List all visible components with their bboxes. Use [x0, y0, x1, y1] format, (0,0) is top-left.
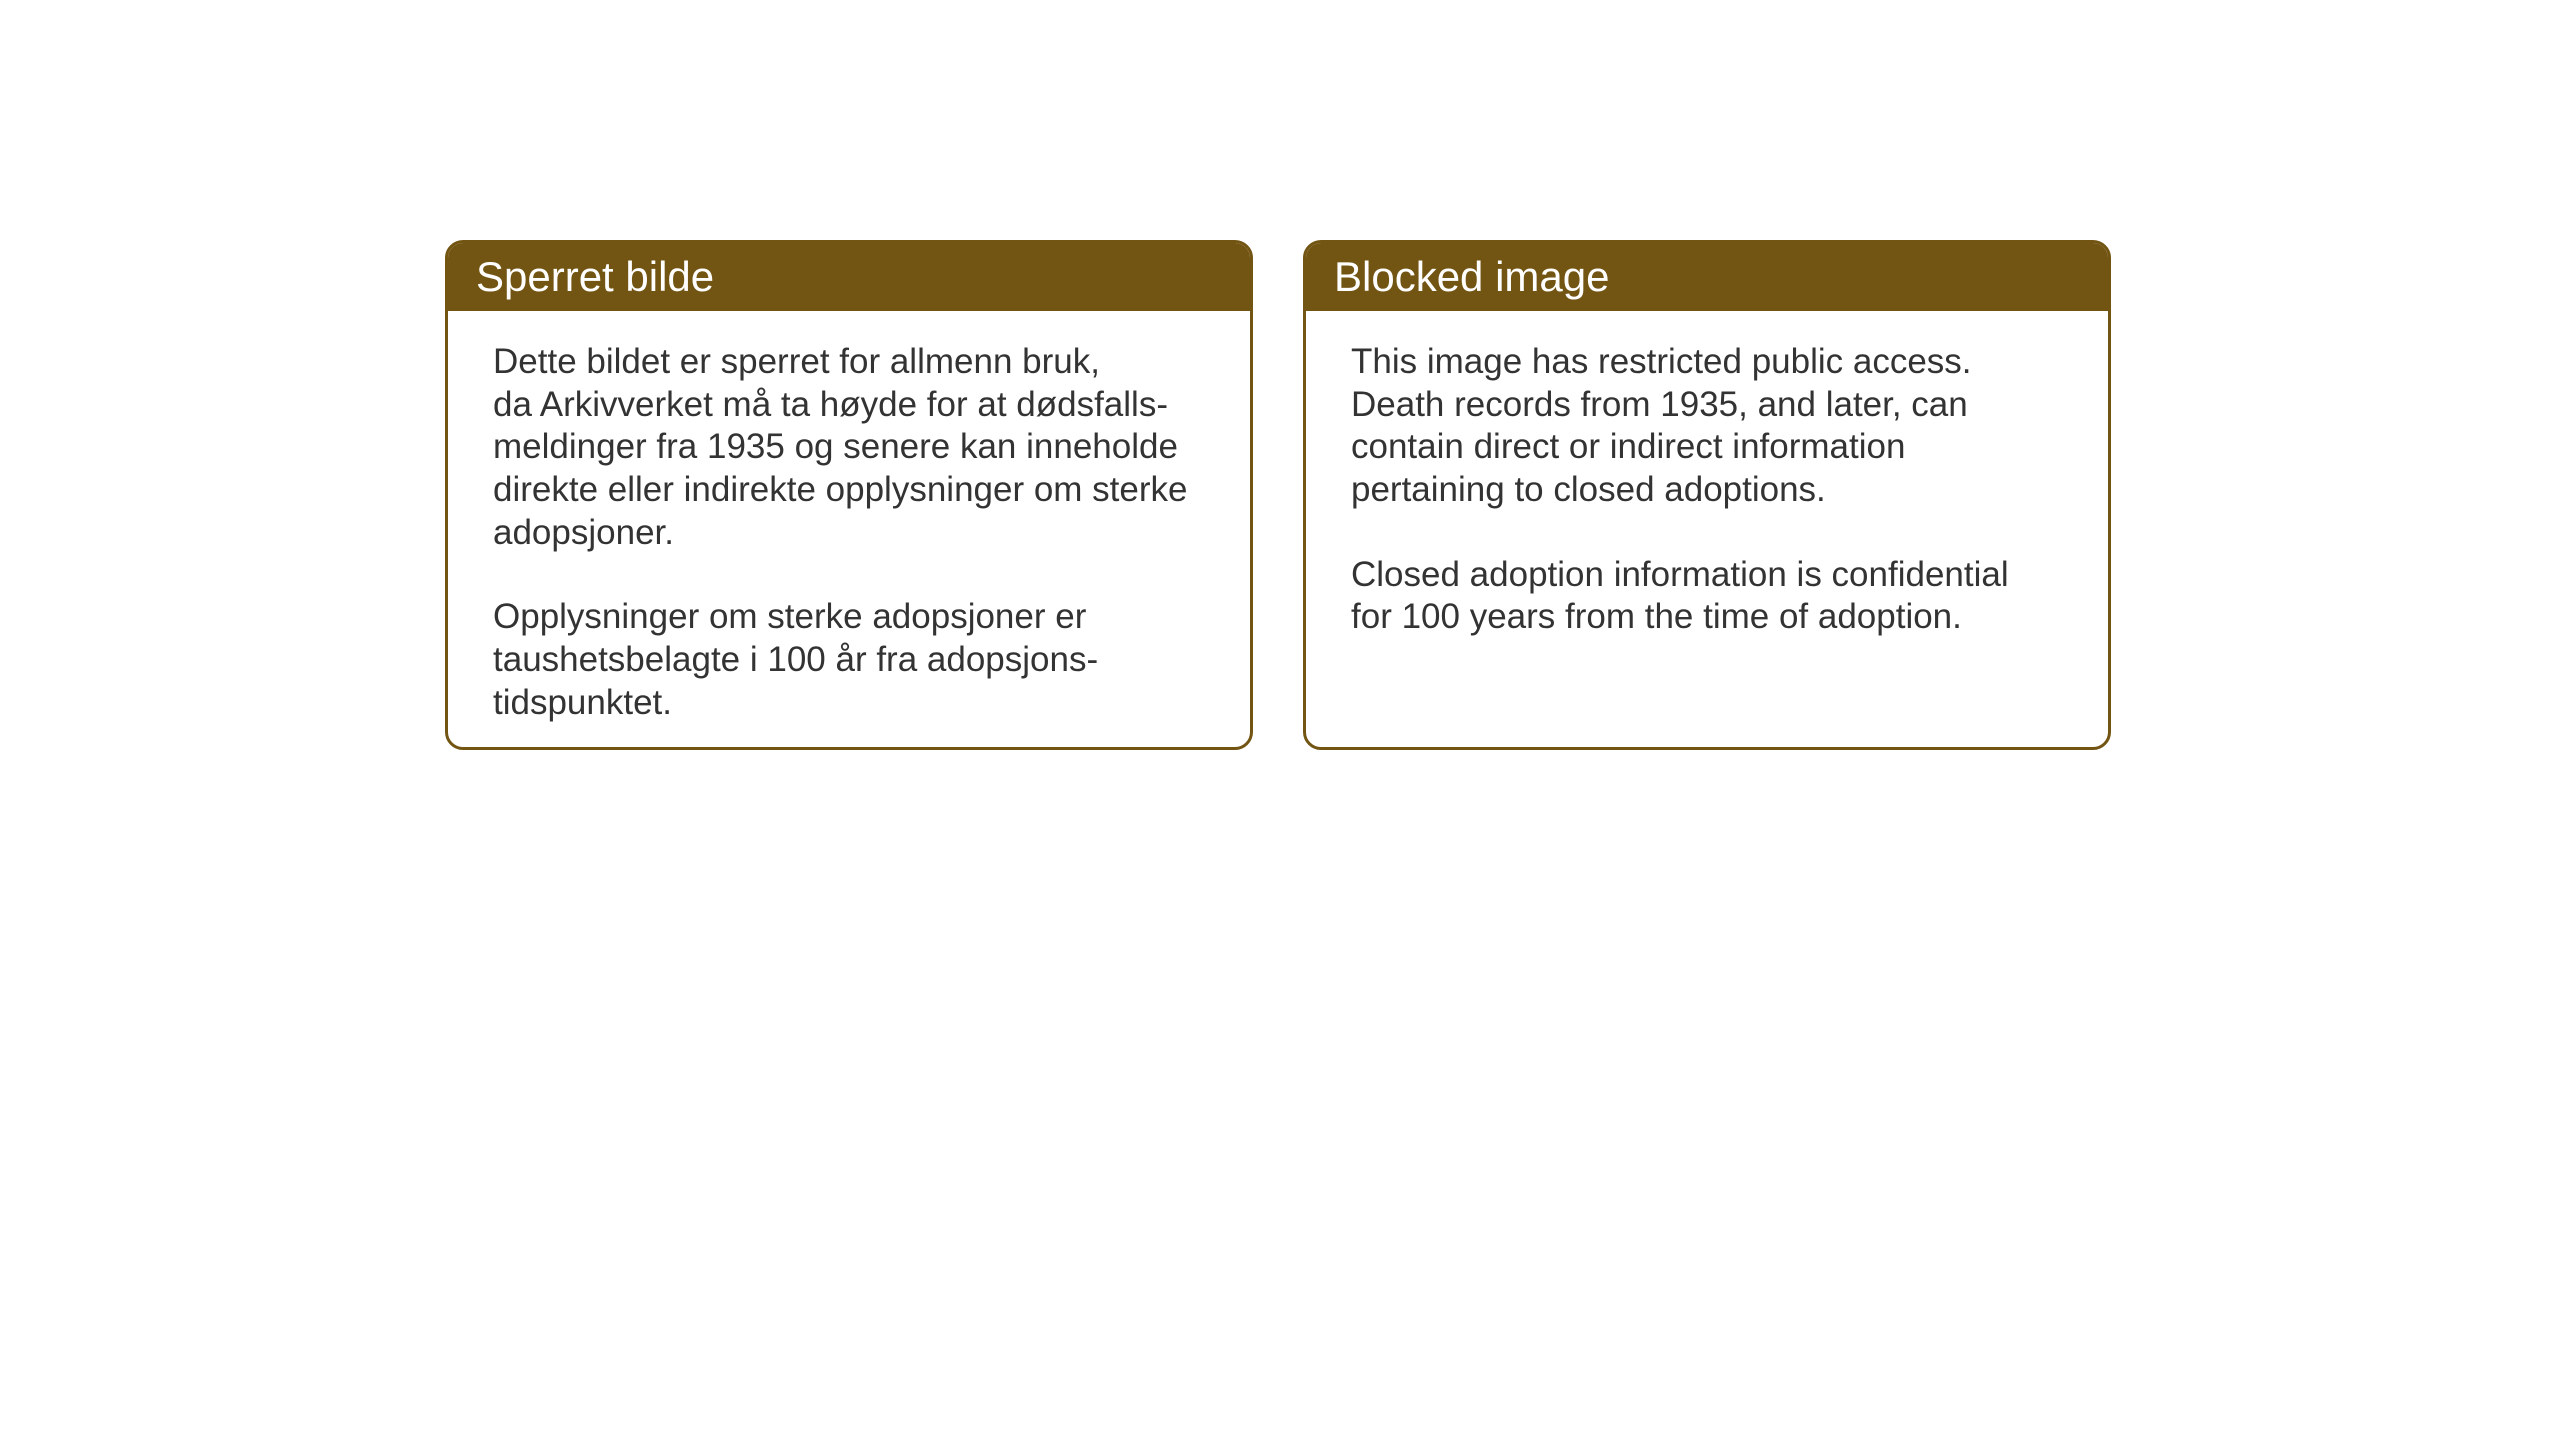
card-paragraph-2: Opplysninger om sterke adopsjoner er tau…: [493, 596, 1205, 724]
text-line: direkte eller indirekte opplysninger om …: [493, 470, 1188, 509]
blocked-image-card-english: Blocked image This image has restricted …: [1303, 240, 2111, 750]
text-line: meldinger fra 1935 og senere kan innehol…: [493, 427, 1178, 466]
text-line: for 100 years from the time of adoption.: [1351, 597, 1962, 636]
text-line: pertaining to closed adoptions.: [1351, 470, 1826, 509]
text-line: Dette bildet er sperret for allmenn bruk…: [493, 342, 1100, 381]
blocked-image-card-norwegian: Sperret bilde Dette bildet er sperret fo…: [445, 240, 1253, 750]
card-body: This image has restricted public access.…: [1306, 311, 2108, 669]
text-line: taushetsbelagte i 100 år fra adopsjons-: [493, 640, 1098, 679]
card-header: Blocked image: [1306, 243, 2108, 311]
text-line: contain direct or indirect information: [1351, 427, 1905, 466]
text-line: tidspunktet.: [493, 683, 672, 722]
text-line: da Arkivverket må ta høyde for at dødsfa…: [493, 385, 1168, 424]
card-title: Blocked image: [1334, 253, 1609, 300]
card-title: Sperret bilde: [476, 253, 714, 300]
text-line: This image has restricted public access.: [1351, 342, 1972, 381]
card-header: Sperret bilde: [448, 243, 1250, 311]
text-line: Opplysninger om sterke adopsjoner er: [493, 597, 1086, 636]
card-paragraph-1: Dette bildet er sperret for allmenn bruk…: [493, 341, 1205, 554]
text-line: adopsjoner.: [493, 513, 674, 552]
card-paragraph-1: This image has restricted public access.…: [1351, 341, 2063, 512]
card-paragraph-2: Closed adoption information is confident…: [1351, 554, 2063, 639]
text-line: Death records from 1935, and later, can: [1351, 385, 1968, 424]
text-line: Closed adoption information is confident…: [1351, 555, 2009, 594]
cards-container: Sperret bilde Dette bildet er sperret fo…: [0, 0, 2560, 750]
card-body: Dette bildet er sperret for allmenn bruk…: [448, 311, 1250, 750]
